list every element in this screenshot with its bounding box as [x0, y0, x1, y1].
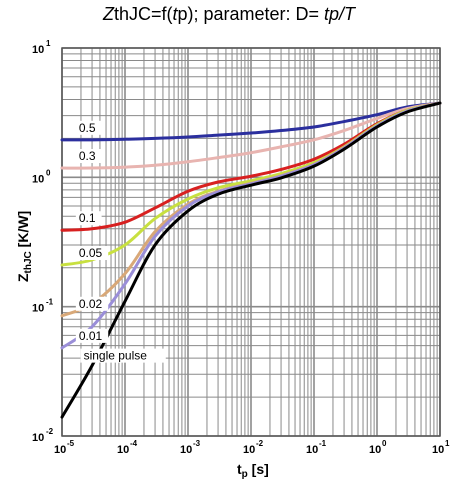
- x-tick-label: 10: [306, 444, 318, 456]
- x-tick-exponent: -1: [319, 439, 327, 448]
- x-axis-label: tp [s]: [237, 461, 269, 480]
- chart-title: ZthJC=f(tp); parameter: D= tp/T: [0, 4, 458, 25]
- plot-border: [61, 47, 441, 437]
- title-tp-t: t: [172, 4, 178, 24]
- x-tick-exponent: -2: [256, 439, 264, 448]
- x-tick-exponent: 0: [382, 439, 387, 448]
- series-label-0-05: 0.05: [79, 246, 103, 260]
- y-tick-exponent: -1: [46, 298, 54, 307]
- x-tick-exponent: 1: [445, 439, 450, 448]
- x-tick-label: 10: [180, 444, 192, 456]
- x-tick-label: 10: [54, 444, 66, 456]
- y-tick-exponent: 1: [46, 39, 51, 48]
- series-label-bg: [75, 211, 102, 226]
- curve-labels: 0.5 0.3 0.1 0.05 0.02 0.01 single pulse: [75, 120, 166, 363]
- axis-labels: tp [s] ZthJC [K/W]: [15, 211, 269, 480]
- x-tick-label: 10: [432, 444, 444, 456]
- series-label-bg: [75, 120, 102, 135]
- y-tick-label: 10: [32, 432, 44, 444]
- y-tick-label: 10: [32, 303, 44, 315]
- title-d-formula: tp/T: [324, 4, 356, 24]
- y-axis-label: ZthJC [K/W]: [15, 211, 34, 282]
- series-label-bg: [75, 328, 109, 343]
- series-label-bg: [80, 348, 166, 363]
- x-tick-label: 10: [369, 444, 381, 456]
- series-line-0-5: [60, 101, 442, 142]
- series-line-0-3: [60, 101, 442, 170]
- title-tp-rest: p); parameter: D=: [177, 4, 325, 24]
- x-tick-exponent: -3: [193, 439, 201, 448]
- series-label-0-5: 0.5: [79, 121, 96, 135]
- title-z: Z: [102, 4, 114, 24]
- y-tick-exponent: 0: [46, 168, 51, 177]
- y-tick-exponent: -2: [46, 427, 54, 436]
- series-label-bg: [75, 149, 102, 164]
- y-tick-label: 10: [32, 44, 44, 56]
- grid: [61, 47, 441, 437]
- x-tick-exponent: -4: [130, 439, 138, 448]
- series-label-bg: [75, 296, 109, 311]
- y-tick-label: 10: [32, 173, 44, 185]
- x-tick-label: 10: [117, 444, 129, 456]
- series-label-0-1: 0.1: [79, 211, 96, 225]
- series-line-single-pulse: [60, 101, 442, 419]
- series-label-0-02: 0.02: [79, 297, 103, 311]
- series-label-0-01: 0.01: [79, 329, 103, 343]
- x-tick-label: 10: [243, 444, 255, 456]
- title-thjc: thJC=f(: [113, 4, 173, 24]
- series-label-single-pulse: single pulse: [84, 349, 148, 363]
- x-tick-exponent: -5: [67, 439, 75, 448]
- series-label-0-3: 0.3: [79, 149, 96, 163]
- series-label-bg: [75, 245, 109, 260]
- curves: [60, 101, 442, 419]
